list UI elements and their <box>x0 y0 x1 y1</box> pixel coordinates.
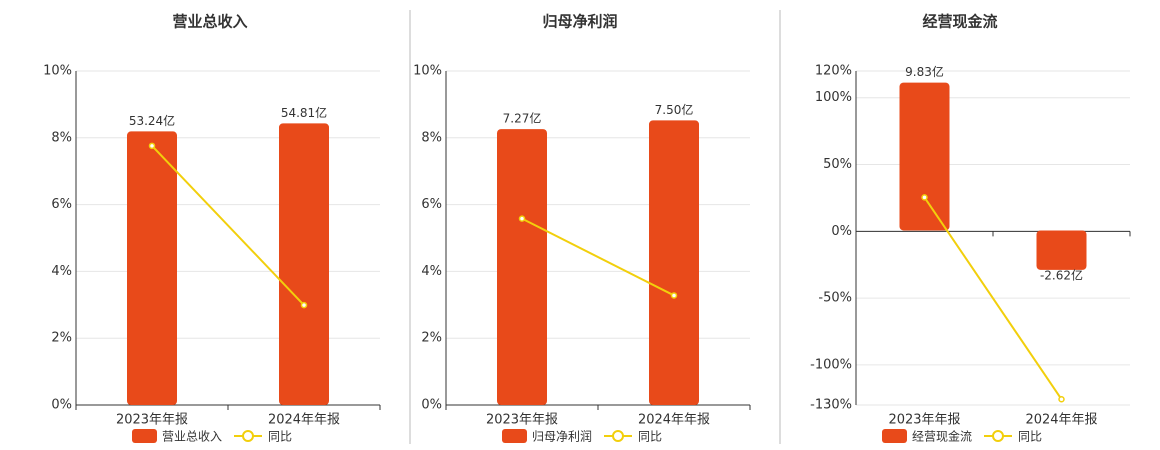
legend-label: 同比 <box>268 430 292 444</box>
data-label: 7.27亿 <box>503 111 542 126</box>
x-tick-label: 2024年年报 <box>1025 413 1097 428</box>
y-tick-label: 0% <box>421 398 442 413</box>
y-tick-label: 10% <box>413 64 442 79</box>
data-label: 53.24亿 <box>129 113 175 128</box>
y-tick-label: 0% <box>831 224 852 239</box>
y-tick-label: 8% <box>51 130 72 145</box>
point <box>921 194 928 201</box>
x-tick-label: 2023年年报 <box>486 413 558 428</box>
y-tick-label: -50% <box>818 291 852 306</box>
point <box>300 301 308 309</box>
y-tick-label: 2% <box>51 331 72 346</box>
y-tick-label: 50% <box>823 157 852 172</box>
legend-label: 同比 <box>638 430 662 444</box>
data-label: 9.83亿 <box>905 64 944 79</box>
legend-swatch <box>882 429 907 443</box>
x-tick-label: 2024年年报 <box>638 413 710 428</box>
legend-label: 经营现金流 <box>912 429 972 444</box>
y-tick-label: 10% <box>43 64 72 79</box>
legend-marker <box>612 430 624 442</box>
legend-marker <box>242 430 254 442</box>
point <box>518 215 526 222</box>
legend-label: 营业总收入 <box>162 430 222 444</box>
x-tick-label: 2024年年报 <box>268 413 340 428</box>
line <box>923 196 1063 400</box>
bar <box>127 131 177 405</box>
point <box>1058 396 1065 403</box>
data-label: 7.50亿 <box>655 102 694 117</box>
legend-marker <box>992 430 1004 442</box>
y-tick-label: 100% <box>815 90 852 105</box>
y-tick-label: 4% <box>421 264 442 279</box>
bar <box>899 82 950 231</box>
chart-title: 营业总收入 <box>172 13 247 31</box>
y-tick-label: 4% <box>51 264 72 279</box>
chart-title: 经营现金流 <box>922 13 997 31</box>
chart-title: 归母净利润 <box>542 13 617 31</box>
point <box>670 292 678 299</box>
legend-label: 归母净利润 <box>532 430 592 444</box>
data-label: -2.62亿 <box>1040 267 1083 282</box>
line <box>521 217 675 297</box>
y-tick-label: -130% <box>810 398 852 413</box>
bar <box>1036 230 1087 270</box>
y-tick-label: 8% <box>421 130 442 145</box>
y-tick-label: 120% <box>815 64 852 79</box>
y-tick-label: 2% <box>421 331 442 346</box>
bar <box>497 129 547 406</box>
bar <box>279 123 329 405</box>
y-tick-label: 6% <box>51 197 72 212</box>
data-label: 54.81亿 <box>281 105 327 120</box>
y-tick-label: 0% <box>51 398 72 413</box>
x-tick-label: 2023年年报 <box>116 413 188 428</box>
x-tick-label: 2023年年报 <box>888 413 960 428</box>
point <box>148 142 156 150</box>
bar <box>649 120 699 405</box>
legend-swatch <box>502 429 527 443</box>
y-tick-label: 6% <box>421 197 442 212</box>
y-tick-label: -100% <box>810 357 852 372</box>
line <box>151 145 305 306</box>
legend-swatch <box>132 429 157 443</box>
legend-label: 同比 <box>1018 430 1042 444</box>
